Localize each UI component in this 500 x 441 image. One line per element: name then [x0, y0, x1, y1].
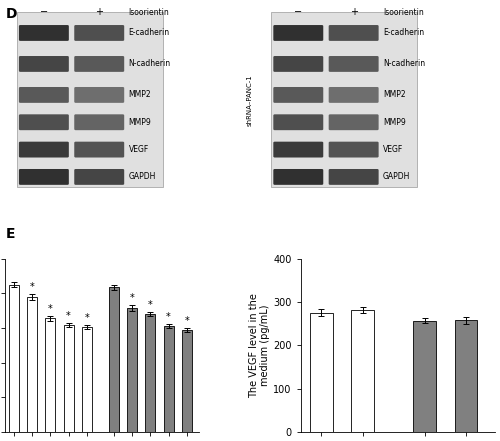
Bar [64, 325, 74, 432]
Text: N-cadherin: N-cadherin [128, 60, 171, 68]
Text: Isoorientin: Isoorientin [128, 8, 170, 17]
FancyBboxPatch shape [19, 169, 69, 185]
Text: *: * [48, 304, 53, 314]
FancyBboxPatch shape [19, 25, 69, 41]
FancyBboxPatch shape [274, 114, 324, 130]
FancyBboxPatch shape [271, 12, 418, 187]
FancyBboxPatch shape [19, 87, 69, 103]
Bar [82, 327, 92, 432]
FancyBboxPatch shape [328, 87, 378, 103]
Bar [28, 297, 38, 432]
FancyBboxPatch shape [74, 87, 124, 103]
FancyBboxPatch shape [74, 56, 124, 72]
FancyBboxPatch shape [19, 142, 69, 157]
Bar [414, 321, 436, 432]
Bar [310, 313, 332, 432]
Text: VEGF: VEGF [383, 145, 404, 154]
Text: MMP9: MMP9 [128, 118, 152, 127]
FancyBboxPatch shape [274, 87, 324, 103]
Bar [46, 318, 56, 432]
FancyBboxPatch shape [19, 114, 69, 130]
Bar [182, 330, 192, 432]
FancyBboxPatch shape [328, 169, 378, 185]
Text: D: D [6, 7, 18, 21]
Text: GAPDH: GAPDH [128, 172, 156, 181]
Text: GAPDH: GAPDH [383, 172, 410, 181]
Bar [127, 308, 137, 432]
Bar [9, 285, 19, 432]
Text: shRNA–PANC-1: shRNA–PANC-1 [246, 74, 252, 126]
Text: E-cadherin: E-cadherin [128, 28, 170, 37]
Text: *: * [184, 316, 189, 326]
Bar [351, 310, 374, 432]
FancyBboxPatch shape [74, 114, 124, 130]
Text: VEGF: VEGF [128, 145, 149, 154]
FancyBboxPatch shape [19, 56, 69, 72]
FancyBboxPatch shape [274, 25, 324, 41]
FancyBboxPatch shape [74, 25, 124, 41]
Bar [109, 287, 119, 432]
Text: −: − [294, 7, 302, 17]
Text: E-cadherin: E-cadherin [383, 28, 424, 37]
Text: +: + [350, 7, 358, 17]
Text: *: * [66, 311, 71, 321]
Text: N-cadherin: N-cadherin [383, 60, 425, 68]
Text: *: * [84, 313, 89, 323]
FancyBboxPatch shape [274, 56, 324, 72]
Bar [164, 326, 173, 432]
Text: *: * [130, 293, 134, 303]
FancyBboxPatch shape [274, 169, 324, 185]
Y-axis label: The VEGF level in the
medium (pg/mL): The VEGF level in the medium (pg/mL) [248, 293, 270, 398]
FancyBboxPatch shape [274, 142, 324, 157]
Text: −: − [40, 7, 48, 17]
FancyBboxPatch shape [74, 142, 124, 157]
Bar [146, 314, 156, 432]
FancyBboxPatch shape [74, 169, 124, 185]
Bar [454, 320, 477, 432]
Text: +: + [95, 7, 103, 17]
FancyBboxPatch shape [328, 114, 378, 130]
Text: *: * [30, 282, 34, 292]
FancyBboxPatch shape [328, 56, 378, 72]
FancyBboxPatch shape [328, 25, 378, 41]
FancyBboxPatch shape [328, 142, 378, 157]
FancyBboxPatch shape [17, 12, 163, 187]
Text: Isoorientin: Isoorientin [383, 8, 424, 17]
Text: *: * [148, 300, 153, 310]
Text: MMP2: MMP2 [128, 90, 152, 99]
Text: MMP9: MMP9 [383, 118, 406, 127]
Text: E: E [6, 227, 16, 241]
Text: MMP2: MMP2 [383, 90, 406, 99]
Text: *: * [166, 312, 171, 322]
